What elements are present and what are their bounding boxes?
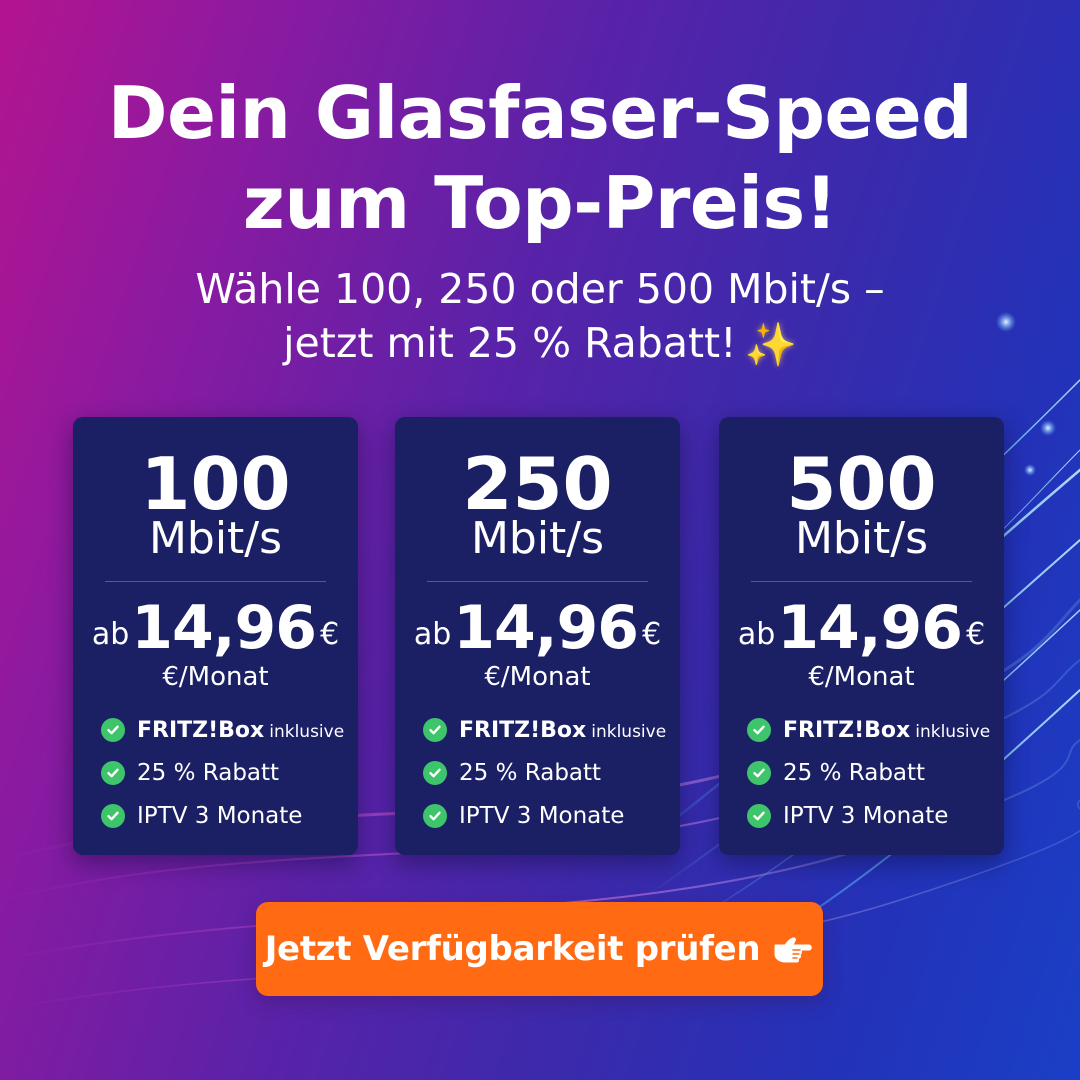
feature-item: IPTV 3 Monate (423, 794, 670, 837)
plan-price: ab14,96 € (395, 593, 680, 678)
feature-text: 25 % Rabatt (459, 759, 602, 786)
feature-note: inklusive (915, 721, 991, 742)
feature-item: FRITZ!Box inklusive (101, 708, 348, 751)
price-prefix: ab (91, 617, 130, 652)
feature-item: FRITZ!Box inklusive (423, 708, 670, 751)
plan-price: ab14,96 € (719, 593, 1004, 678)
feature-item: FRITZ!Box inklusive (747, 708, 994, 751)
plan-features: FRITZ!Box inklusive 25 % Rabatt IPTV 3 Mo… (747, 708, 994, 837)
check-icon (423, 717, 447, 742)
plan-divider (751, 581, 972, 582)
price-value: 14,96 (777, 593, 963, 663)
feature-text: IPTV 3 Monate (137, 802, 303, 829)
feature-item: 25 % Rabatt (101, 751, 348, 794)
plan-card-100[interactable]: 100 Mbit/s ab14,96 € €/Monat FRITZ!Box ink… (73, 417, 358, 855)
plan-features: FRITZ!Box inklusive 25 % Rabatt IPTV 3 Mo… (101, 708, 348, 837)
plan-speed-unit: Mbit/s (794, 513, 929, 564)
feature-note: inklusive (591, 721, 667, 742)
plan-price: ab14,96 € (73, 593, 358, 678)
plan-speed-unit: Mbit/s (148, 513, 283, 564)
check-icon (423, 803, 447, 828)
price-prefix: ab (413, 617, 452, 652)
headline-line-1: Dein Glasfaser-Speed (107, 71, 973, 155)
pointing-hand-icon (772, 934, 814, 964)
plan-speed: 500 (786, 442, 937, 526)
headline-line-2: zum Top-Preis! (242, 161, 838, 245)
plan-card-250[interactable]: 250 Mbit/s ab14,96 € €/Monat FRITZ!Box ink… (395, 417, 680, 855)
price-period: €/Monat (808, 662, 915, 692)
price-currency: € (966, 617, 986, 652)
subheadline: Wähle 100, 250 oder 500 Mbit/s – jetzt m… (0, 262, 1080, 372)
plan-speed-unit: Mbit/s (470, 513, 605, 564)
plan-divider (105, 581, 326, 582)
feature-text: IPTV 3 Monate (459, 802, 625, 829)
feature-item: 25 % Rabatt (747, 751, 994, 794)
feature-text: IPTV 3 Monate (783, 802, 949, 829)
headline: Dein Glasfaser-Speed zum Top-Preis! (0, 68, 1080, 248)
plan-features: FRITZ!Box inklusive 25 % Rabatt IPTV 3 Mo… (423, 708, 670, 837)
cta-label: Jetzt Verfügbarkeit prüfen (264, 929, 761, 969)
plan-card-500[interactable]: 500 Mbit/s ab14,96 € €/Monat FRITZ!Box ink… (719, 417, 1004, 855)
price-value: 14,96 (453, 593, 639, 663)
price-period: €/Monat (484, 662, 591, 692)
check-availability-button[interactable]: Jetzt Verfügbarkeit prüfen (256, 902, 823, 996)
feature-item: IPTV 3 Monate (747, 794, 994, 837)
sparkles-icon: ✨ (744, 320, 797, 369)
feature-text: FRITZ!Box (137, 717, 265, 743)
check-icon (423, 760, 447, 785)
subheadline-line-2: jetzt mit 25 % Rabatt! ✨ (0, 316, 1080, 372)
subheadline-line-1: Wähle 100, 250 oder 500 Mbit/s – (195, 265, 885, 313)
plan-speed: 250 (462, 442, 613, 526)
feature-item: 25 % Rabatt (423, 751, 670, 794)
plan-speed: 100 (140, 442, 291, 526)
price-currency: € (320, 617, 340, 652)
check-icon (101, 803, 125, 828)
check-icon (747, 803, 771, 828)
feature-text: 25 % Rabatt (137, 759, 280, 786)
plan-divider (427, 581, 648, 582)
check-icon (747, 717, 771, 742)
price-period: €/Monat (162, 662, 269, 692)
feature-text: FRITZ!Box (783, 717, 911, 743)
feature-text: 25 % Rabatt (783, 759, 926, 786)
feature-text: FRITZ!Box (459, 717, 587, 743)
check-icon (101, 760, 125, 785)
subheadline-line-2-text: jetzt mit 25 % Rabatt! (283, 319, 737, 367)
check-icon (101, 717, 125, 742)
price-prefix: ab (737, 617, 776, 652)
price-currency: € (642, 617, 662, 652)
feature-item: IPTV 3 Monate (101, 794, 348, 837)
price-value: 14,96 (131, 593, 317, 663)
feature-note: inklusive (269, 721, 345, 742)
check-icon (747, 760, 771, 785)
